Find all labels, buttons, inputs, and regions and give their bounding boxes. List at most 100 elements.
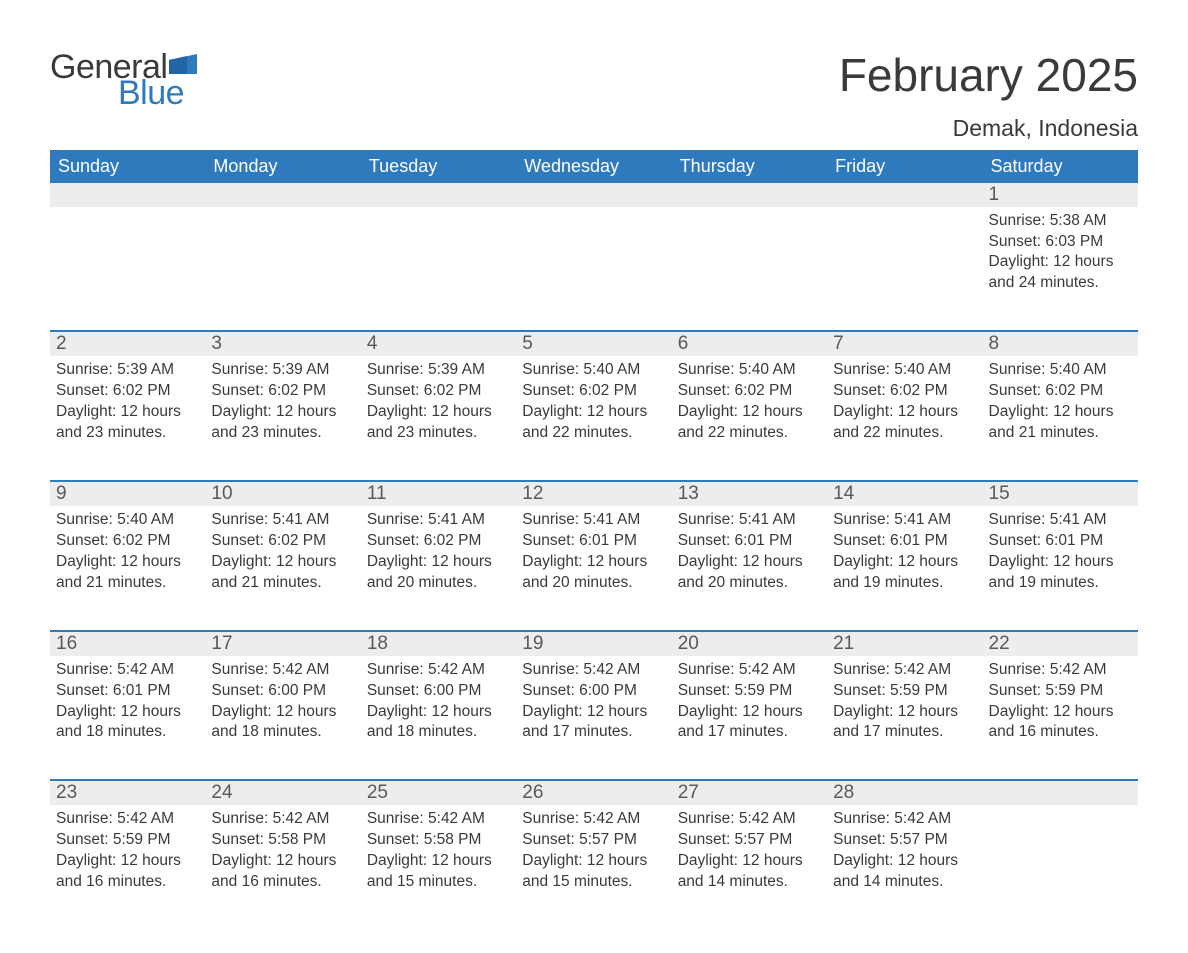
calendar-cell: [205, 183, 360, 332]
day-details: Sunrise: 5:42 AMSunset: 5:59 PMDaylight:…: [672, 656, 827, 780]
sunrise-text: Sunrise: 5:42 AM: [56, 809, 199, 830]
location-label: Demak, Indonesia: [839, 115, 1138, 142]
calendar-page: General Blue February 2025 Demak, Indone…: [0, 0, 1188, 953]
calendar-cell: 22Sunrise: 5:42 AMSunset: 5:59 PMDayligh…: [983, 631, 1138, 781]
sunset-text: Sunset: 5:58 PM: [211, 830, 354, 851]
title-block: February 2025 Demak, Indonesia: [839, 50, 1138, 142]
sunset-text: Sunset: 6:02 PM: [833, 381, 976, 402]
daylight-text: Daylight: 12 hours and 16 minutes.: [211, 851, 354, 893]
sunset-text: Sunset: 5:58 PM: [367, 830, 510, 851]
sunrise-text: Sunrise: 5:41 AM: [211, 510, 354, 531]
daylight-text: Daylight: 12 hours and 23 minutes.: [56, 402, 199, 444]
day-details: Sunrise: 5:42 AMSunset: 6:00 PMDaylight:…: [205, 656, 360, 780]
day-details: Sunrise: 5:40 AMSunset: 6:02 PMDaylight:…: [827, 356, 982, 480]
calendar-cell: 7Sunrise: 5:40 AMSunset: 6:02 PMDaylight…: [827, 331, 982, 481]
day-details: Sunrise: 5:41 AMSunset: 6:01 PMDaylight:…: [827, 506, 982, 630]
daylight-text: Daylight: 12 hours and 14 minutes.: [678, 851, 821, 893]
sunrise-text: Sunrise: 5:40 AM: [989, 360, 1132, 381]
sunrise-text: Sunrise: 5:40 AM: [833, 360, 976, 381]
day-details: Sunrise: 5:38 AMSunset: 6:03 PMDaylight:…: [983, 207, 1138, 331]
calendar-cell: [50, 183, 205, 332]
daylight-text: Daylight: 12 hours and 20 minutes.: [367, 552, 510, 594]
day-details: [983, 805, 1138, 829]
daylight-text: Daylight: 12 hours and 24 minutes.: [989, 252, 1132, 294]
sunrise-text: Sunrise: 5:42 AM: [678, 809, 821, 830]
sunset-text: Sunset: 6:02 PM: [989, 381, 1132, 402]
day-details: Sunrise: 5:42 AMSunset: 5:58 PMDaylight:…: [361, 805, 516, 913]
day-details: Sunrise: 5:42 AMSunset: 5:58 PMDaylight:…: [205, 805, 360, 913]
day-number: 2: [50, 332, 205, 356]
day-number: [983, 781, 1138, 805]
calendar-week: 16Sunrise: 5:42 AMSunset: 6:01 PMDayligh…: [50, 631, 1138, 781]
sunrise-text: Sunrise: 5:40 AM: [522, 360, 665, 381]
daylight-text: Daylight: 12 hours and 19 minutes.: [833, 552, 976, 594]
col-thursday: Thursday: [672, 150, 827, 183]
sunrise-text: Sunrise: 5:40 AM: [56, 510, 199, 531]
day-details: Sunrise: 5:42 AMSunset: 5:57 PMDaylight:…: [672, 805, 827, 913]
calendar-cell: 24Sunrise: 5:42 AMSunset: 5:58 PMDayligh…: [205, 780, 360, 913]
day-number: 10: [205, 482, 360, 506]
daylight-text: Daylight: 12 hours and 21 minutes.: [56, 552, 199, 594]
day-details: Sunrise: 5:41 AMSunset: 6:01 PMDaylight:…: [983, 506, 1138, 630]
daylight-text: Daylight: 12 hours and 22 minutes.: [833, 402, 976, 444]
calendar-cell: 15Sunrise: 5:41 AMSunset: 6:01 PMDayligh…: [983, 481, 1138, 631]
day-details: [205, 207, 360, 247]
month-title: February 2025: [839, 50, 1138, 101]
sunset-text: Sunset: 6:01 PM: [989, 531, 1132, 552]
day-number: 11: [361, 482, 516, 506]
day-number: 6: [672, 332, 827, 356]
day-details: Sunrise: 5:42 AMSunset: 6:01 PMDaylight:…: [50, 656, 205, 780]
sunset-text: Sunset: 6:02 PM: [367, 531, 510, 552]
calendar-cell: 11Sunrise: 5:41 AMSunset: 6:02 PMDayligh…: [361, 481, 516, 631]
calendar-cell: 1Sunrise: 5:38 AMSunset: 6:03 PMDaylight…: [983, 183, 1138, 332]
calendar-cell: 26Sunrise: 5:42 AMSunset: 5:57 PMDayligh…: [516, 780, 671, 913]
daylight-text: Daylight: 12 hours and 19 minutes.: [989, 552, 1132, 594]
day-number: 9: [50, 482, 205, 506]
calendar-cell: 12Sunrise: 5:41 AMSunset: 6:01 PMDayligh…: [516, 481, 671, 631]
sunrise-text: Sunrise: 5:39 AM: [211, 360, 354, 381]
daylight-text: Daylight: 12 hours and 14 minutes.: [833, 851, 976, 893]
daylight-text: Daylight: 12 hours and 16 minutes.: [989, 702, 1132, 744]
day-number: 18: [361, 632, 516, 656]
day-number: 12: [516, 482, 671, 506]
sunset-text: Sunset: 6:01 PM: [522, 531, 665, 552]
day-details: Sunrise: 5:40 AMSunset: 6:02 PMDaylight:…: [672, 356, 827, 480]
daylight-text: Daylight: 12 hours and 17 minutes.: [678, 702, 821, 744]
day-details: Sunrise: 5:42 AMSunset: 6:00 PMDaylight:…: [516, 656, 671, 780]
day-details: Sunrise: 5:40 AMSunset: 6:02 PMDaylight:…: [516, 356, 671, 480]
sunset-text: Sunset: 6:02 PM: [522, 381, 665, 402]
day-details: Sunrise: 5:42 AMSunset: 5:59 PMDaylight:…: [50, 805, 205, 913]
day-number: 7: [827, 332, 982, 356]
calendar-cell: 21Sunrise: 5:42 AMSunset: 5:59 PMDayligh…: [827, 631, 982, 781]
calendar-table: Sunday Monday Tuesday Wednesday Thursday…: [50, 150, 1138, 913]
sunrise-text: Sunrise: 5:42 AM: [211, 660, 354, 681]
daylight-text: Daylight: 12 hours and 20 minutes.: [678, 552, 821, 594]
calendar-cell: 27Sunrise: 5:42 AMSunset: 5:57 PMDayligh…: [672, 780, 827, 913]
sunset-text: Sunset: 5:57 PM: [833, 830, 976, 851]
calendar-cell: 19Sunrise: 5:42 AMSunset: 6:00 PMDayligh…: [516, 631, 671, 781]
calendar-week: 2Sunrise: 5:39 AMSunset: 6:02 PMDaylight…: [50, 331, 1138, 481]
calendar-cell: 10Sunrise: 5:41 AMSunset: 6:02 PMDayligh…: [205, 481, 360, 631]
sunrise-text: Sunrise: 5:39 AM: [56, 360, 199, 381]
calendar-cell: 25Sunrise: 5:42 AMSunset: 5:58 PMDayligh…: [361, 780, 516, 913]
calendar-cell: 16Sunrise: 5:42 AMSunset: 6:01 PMDayligh…: [50, 631, 205, 781]
sunset-text: Sunset: 5:59 PM: [678, 681, 821, 702]
calendar-cell: 13Sunrise: 5:41 AMSunset: 6:01 PMDayligh…: [672, 481, 827, 631]
sunrise-text: Sunrise: 5:42 AM: [833, 660, 976, 681]
day-details: [50, 207, 205, 247]
day-number: 15: [983, 482, 1138, 506]
daylight-text: Daylight: 12 hours and 17 minutes.: [833, 702, 976, 744]
day-number: 3: [205, 332, 360, 356]
sunrise-text: Sunrise: 5:41 AM: [833, 510, 976, 531]
sunset-text: Sunset: 6:01 PM: [678, 531, 821, 552]
col-monday: Monday: [205, 150, 360, 183]
sunrise-text: Sunrise: 5:42 AM: [367, 660, 510, 681]
sunset-text: Sunset: 6:00 PM: [522, 681, 665, 702]
calendar-cell: [672, 183, 827, 332]
col-sunday: Sunday: [50, 150, 205, 183]
sunrise-text: Sunrise: 5:38 AM: [989, 211, 1132, 232]
calendar-cell: [827, 183, 982, 332]
sunrise-text: Sunrise: 5:40 AM: [678, 360, 821, 381]
day-details: Sunrise: 5:42 AMSunset: 5:59 PMDaylight:…: [827, 656, 982, 780]
sunset-text: Sunset: 6:02 PM: [211, 531, 354, 552]
